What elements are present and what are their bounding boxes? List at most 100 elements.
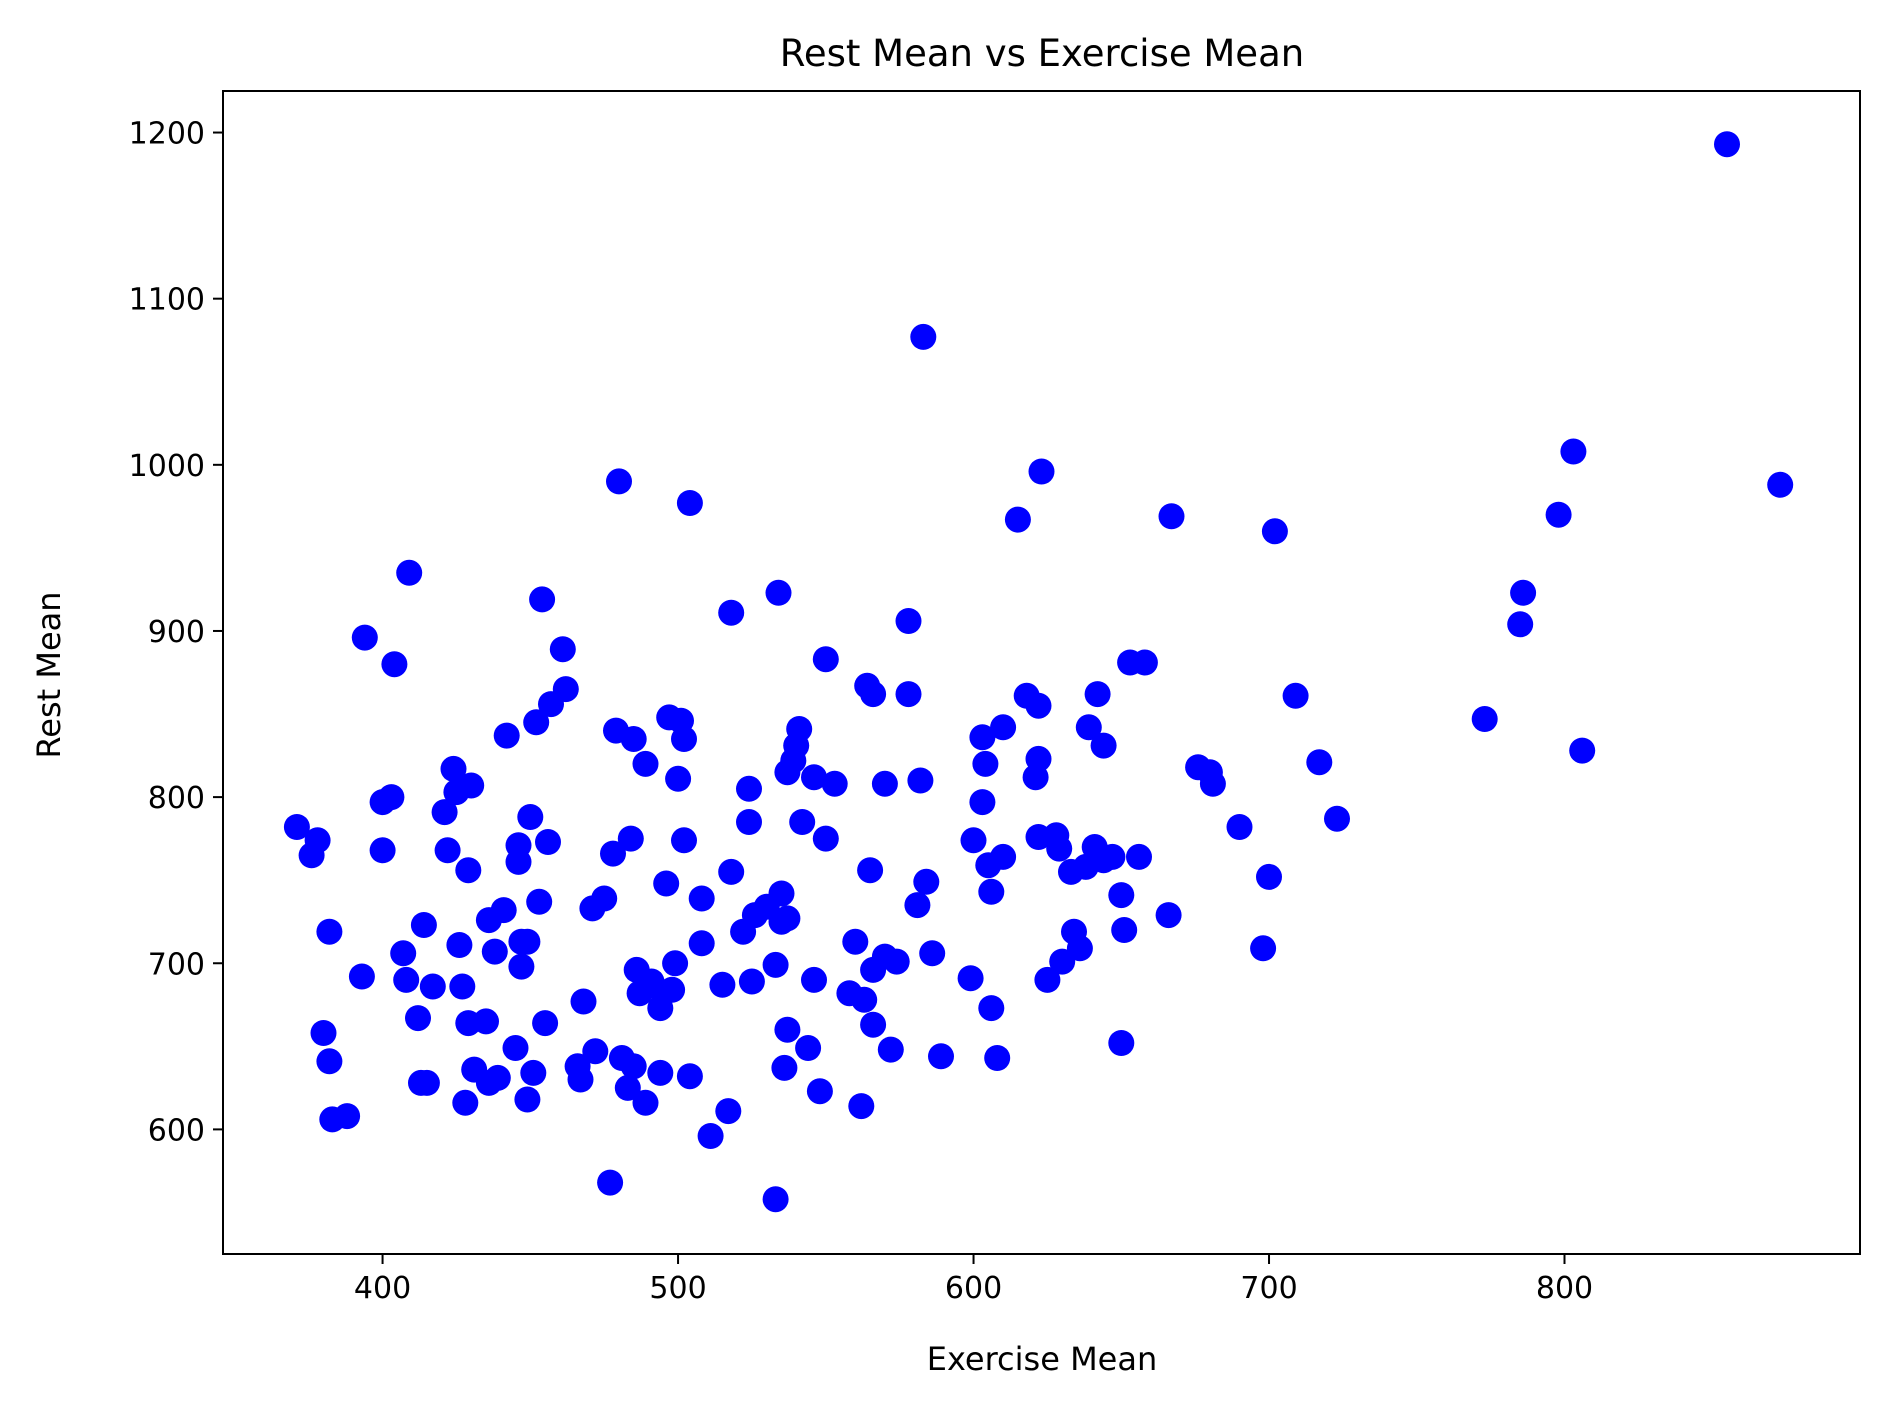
y-tick-label: 1100 (129, 283, 205, 318)
data-point (913, 868, 940, 895)
data-point (393, 966, 420, 993)
data-point (1767, 471, 1794, 498)
data-point (659, 976, 686, 1003)
data-point (765, 579, 792, 606)
data-point (484, 1064, 511, 1091)
data-point (1090, 732, 1117, 759)
y-tick-label: 900 (148, 615, 205, 650)
data-point (919, 940, 946, 967)
data-point (928, 1043, 954, 1070)
data-point (762, 1186, 789, 1213)
data-point (434, 837, 461, 864)
data-point (821, 770, 848, 797)
data-point (774, 1016, 801, 1043)
data-point (1714, 131, 1740, 158)
data-point (812, 646, 839, 673)
data-point (1261, 518, 1288, 545)
data-point (514, 1086, 541, 1113)
data-point (1324, 805, 1350, 832)
data-point (860, 681, 887, 708)
x-tick-label: 700 (1240, 1271, 1297, 1306)
data-point (1084, 681, 1111, 708)
data-point (1025, 745, 1052, 772)
data-point (1510, 579, 1537, 606)
data-point (431, 799, 458, 826)
data-point (532, 1010, 559, 1037)
data-point (860, 1011, 887, 1038)
data-point (1028, 458, 1055, 485)
data-point (665, 765, 692, 792)
data-point (801, 764, 827, 791)
x-tick-label: 500 (649, 1271, 706, 1306)
data-point (671, 827, 697, 854)
data-point (517, 804, 544, 830)
data-point (493, 722, 520, 749)
x-axis-label: Exercise Mean (927, 1340, 1158, 1378)
data-point (620, 1053, 647, 1080)
data-point (990, 714, 1017, 741)
y-tick-label: 700 (148, 947, 205, 982)
data-point (688, 885, 715, 912)
data-point (348, 963, 375, 990)
data-point (978, 878, 1005, 905)
y-tick-label: 1000 (129, 449, 205, 484)
data-point (549, 636, 576, 663)
data-points (283, 131, 1794, 1213)
data-point (806, 1078, 833, 1105)
data-point (446, 932, 473, 958)
data-point (620, 726, 647, 752)
y-axis-ticks: 600 700 800 900 1000 1100 1200 (129, 117, 223, 1148)
data-point (396, 559, 423, 586)
x-tick-label: 600 (945, 1271, 1002, 1306)
data-point (570, 988, 597, 1015)
data-point (1034, 966, 1061, 993)
data-point (1306, 749, 1333, 776)
data-point (671, 726, 697, 752)
plot-area-frame (222, 90, 1861, 1255)
data-point (1155, 902, 1182, 929)
data-point (1256, 863, 1282, 890)
data-point (1131, 649, 1158, 676)
data-point (1049, 948, 1076, 975)
data-point (1226, 814, 1253, 840)
data-point (410, 912, 437, 938)
data-point (283, 814, 310, 840)
data-point (413, 1069, 440, 1096)
data-point (369, 837, 396, 864)
data-point (697, 1123, 724, 1149)
data-point (676, 490, 703, 516)
data-point (390, 940, 417, 967)
data-point (736, 809, 762, 835)
data-point (972, 750, 999, 777)
data-point (520, 1059, 547, 1086)
data-point (529, 586, 556, 613)
data-point (851, 986, 878, 1013)
data-point (502, 1035, 529, 1061)
data-point (614, 1074, 641, 1101)
data-point (449, 973, 476, 1000)
y-tick-label: 600 (148, 1113, 205, 1148)
data-point (458, 772, 485, 799)
data-point (1126, 843, 1152, 870)
data-point (957, 965, 984, 992)
data-point (582, 1038, 609, 1065)
data-point (1075, 714, 1102, 741)
data-point (984, 1045, 1011, 1071)
data-point (662, 950, 689, 977)
data-point (736, 775, 762, 802)
data-point (419, 973, 446, 1000)
data-point (1066, 935, 1093, 962)
data-point (738, 968, 765, 995)
data-point (1099, 843, 1126, 870)
y-axis-label: Rest Mean (30, 591, 68, 758)
data-point (514, 928, 541, 955)
data-point (600, 840, 626, 867)
x-axis-ticks: 400 500 600 700 800 (354, 1254, 1593, 1306)
data-point (481, 938, 508, 965)
data-point (857, 857, 884, 884)
data-point (795, 1035, 822, 1061)
data-point (310, 1020, 337, 1046)
data-point (523, 709, 550, 736)
y-tick-label: 800 (148, 781, 205, 816)
data-point (718, 599, 745, 626)
